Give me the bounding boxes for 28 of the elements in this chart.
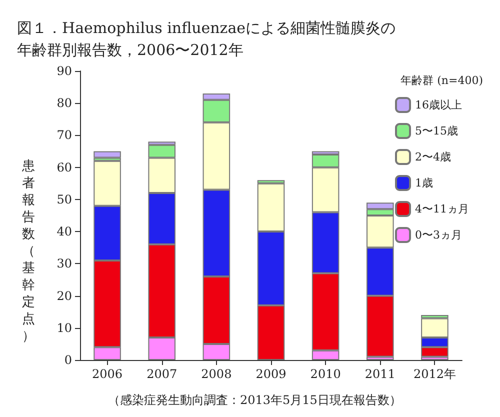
legend-title: 年齢群 (n=400) xyxy=(400,74,484,87)
text: （感染症発生動向調査：2013年5月15日現在報告数） xyxy=(108,393,402,407)
y-tick-label: 60 xyxy=(56,160,72,174)
y-tick-label: 30 xyxy=(56,256,72,271)
x-tick-label: 2007 xyxy=(146,367,178,381)
chart-title: 図１．Haemophilus influenzaeによる細菌性髄膜炎の年齢群別報告数，2006〜2012年 xyxy=(17,19,396,59)
text: 患者報告数（基幹定点） xyxy=(22,159,35,344)
y-tick-label: 0 xyxy=(64,353,72,367)
legend-label: 4〜11ヵ月 xyxy=(415,202,470,216)
x-tick-label: 2011 xyxy=(364,367,396,381)
bar xyxy=(94,151,121,158)
y-tick-label: 10 xyxy=(56,320,72,335)
legend-label: 0〜3ヵ月 xyxy=(415,228,462,242)
legend-label: 1歳 xyxy=(415,176,434,190)
y-tick-label: 70 xyxy=(56,128,72,142)
y-tick-label: 20 xyxy=(56,288,72,303)
y-tick-label: 40 xyxy=(56,224,72,239)
legend-label: 5〜15歳 xyxy=(415,124,458,138)
x-tick-label: 2006 xyxy=(92,367,123,381)
y-tick-label: 90 xyxy=(56,64,72,78)
x-tick-label: 2008 xyxy=(201,367,232,381)
legend-label: 16歳以上 xyxy=(415,98,462,112)
x-tick-label: 2012年 xyxy=(413,367,456,381)
y-tick-label: 50 xyxy=(56,192,72,206)
y-tick-label: 80 xyxy=(56,96,72,110)
legend-label: 2〜4歳 xyxy=(415,150,452,164)
x-tick-label: 2010 xyxy=(310,367,341,381)
x-tick-label: 2009 xyxy=(256,367,286,381)
